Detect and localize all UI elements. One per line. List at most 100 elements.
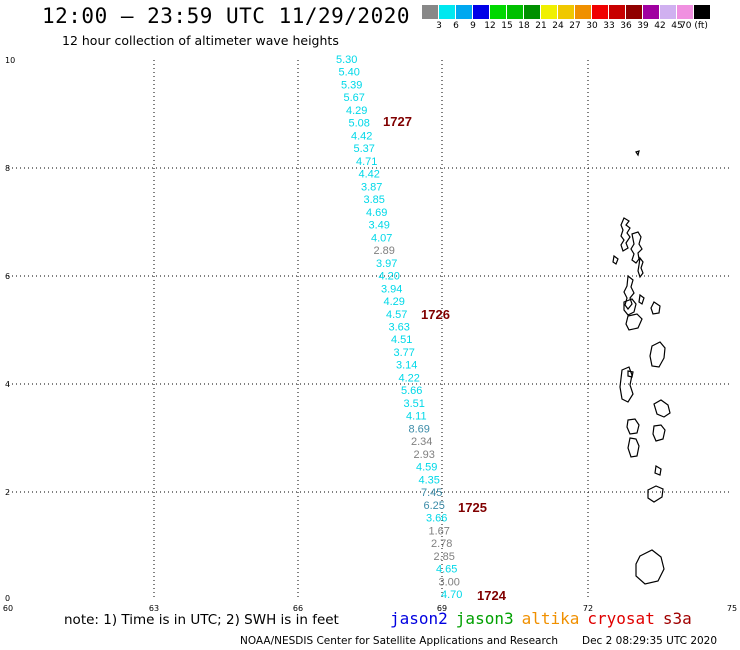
map-title: 12:00 – 23:59 UTC 11/29/2020 xyxy=(42,4,411,28)
axis-tick-labels: 60 63 66 69 72 75 0 2 4 6 8 10 xyxy=(3,56,737,613)
legend-swatch xyxy=(439,5,456,19)
wave-height-value: 2.78 xyxy=(431,538,452,550)
legend-swatch xyxy=(558,5,575,19)
wave-height-value: 7.45 xyxy=(421,487,442,499)
island-outline xyxy=(654,465,662,476)
wave-height-value: 5.39 xyxy=(341,79,362,91)
wave-height-value: 3.85 xyxy=(364,194,385,206)
wave-height-value: 4.51 xyxy=(391,334,412,346)
legend-swatch xyxy=(575,5,592,19)
wave-height-value: 4.42 xyxy=(359,169,380,181)
legend-label: 45 xyxy=(671,21,683,31)
island-outline xyxy=(637,256,644,279)
longitude-tick-label: 72 xyxy=(583,604,593,613)
legend-label: 33 xyxy=(603,21,615,31)
wave-height-value: 4.70 xyxy=(441,589,462,601)
legend-label: 70 (ft) xyxy=(680,21,708,31)
wave-height-value: 4.69 xyxy=(366,207,387,219)
island-outline xyxy=(635,549,665,585)
legend-label: 39 xyxy=(637,21,649,31)
island-outline xyxy=(623,298,637,316)
legend-label: 30 xyxy=(586,21,598,31)
legend-swatch xyxy=(422,5,439,19)
satellite-name: altika xyxy=(521,609,580,628)
wave-height-value: 3.97 xyxy=(376,258,397,270)
wave-height-value: 5.30 xyxy=(336,54,357,66)
wave-height-value: 2.89 xyxy=(374,245,395,257)
wave-height-value: 3.49 xyxy=(369,220,390,232)
island-outline xyxy=(627,370,634,378)
maldives-coastline xyxy=(612,150,671,585)
wave-height-value: 4.71 xyxy=(356,156,377,168)
revolution-number: 1726 xyxy=(421,307,450,322)
latitude-tick-label: 4 xyxy=(5,380,10,389)
revolution-number: 1724 xyxy=(477,588,507,603)
latitude-tick-label: 2 xyxy=(5,488,10,497)
wave-height-value: 6.25 xyxy=(424,500,445,512)
revolution-number: 1725 xyxy=(458,500,487,515)
island-outline xyxy=(625,313,643,331)
island-outline xyxy=(620,217,631,252)
island-outline xyxy=(653,399,671,418)
map-subtitle: 12 hour collection of altimeter wave hei… xyxy=(62,33,339,48)
longitude-tick-label: 63 xyxy=(149,604,159,613)
satellite-name: cryosat xyxy=(587,609,655,628)
island-outline xyxy=(635,150,640,157)
wave-height-value: 4.42 xyxy=(351,130,372,142)
legend-swatch xyxy=(626,5,643,19)
footnote: note: 1) Time is in UTC; 2) SWH is in fe… xyxy=(64,612,339,628)
latitude-tick-label: 10 xyxy=(5,56,15,65)
satellite-name: jason2 xyxy=(390,609,448,628)
island-outline xyxy=(623,274,635,310)
legend-label: 24 xyxy=(552,21,564,31)
island-outline xyxy=(647,485,664,503)
legend-swatch xyxy=(490,5,507,19)
grid-lines xyxy=(8,60,732,598)
legend-swatch xyxy=(592,5,609,19)
wave-height-value: 4.65 xyxy=(436,564,457,576)
legend-swatch xyxy=(456,5,473,19)
latitude-tick-label: 6 xyxy=(5,272,10,281)
longitude-tick-label: 75 xyxy=(727,604,737,613)
wave-height-value: 3.14 xyxy=(396,360,417,372)
longitude-tick-label: 60 xyxy=(3,604,13,613)
wave-height-value: 1.67 xyxy=(429,525,450,537)
legend-label: 27 xyxy=(569,21,581,31)
wave-height-value: 4.07 xyxy=(371,232,392,244)
satellite-name: s3a xyxy=(662,609,692,628)
wave-height-value: 5.40 xyxy=(339,67,360,79)
satellite-name: jason3 xyxy=(455,609,514,628)
longitude-tick-label: 69 xyxy=(437,604,447,613)
revolution-number: 1727 xyxy=(383,114,412,129)
wave-height-value: 4.59 xyxy=(416,462,437,474)
wave-height-value: 5.67 xyxy=(344,92,365,104)
wave-height-value: 3.00 xyxy=(439,576,460,588)
legend-label: 9 xyxy=(470,21,476,31)
legend-labels: 3 6 9 12 15 18 21 24 27 30 33 36 39 42 45 70 (ft) xyxy=(422,21,740,33)
latitude-tick-label: 0 xyxy=(5,594,10,603)
legend-label: 42 xyxy=(654,21,666,31)
legend-label: 18 xyxy=(518,21,530,31)
island-outline xyxy=(630,231,643,264)
legend-swatch xyxy=(507,5,524,19)
wave-height-value: 2.34 xyxy=(411,436,432,448)
island-outline xyxy=(649,341,666,368)
legend-swatch xyxy=(473,5,490,19)
legend-label: 15 xyxy=(501,21,513,31)
legend-label: 3 xyxy=(436,21,442,31)
legend-swatch xyxy=(677,5,694,19)
wave-height-value: 4.22 xyxy=(399,372,420,384)
wave-height-value: 3.87 xyxy=(361,181,382,193)
wave-height-value: 3.66 xyxy=(426,513,447,525)
credit-line: NOAA/NESDIS Center for Satellite Applica… xyxy=(240,635,558,647)
satellite-legend: jason2 jason3 altika cryosat s3a xyxy=(390,609,700,628)
wave-height-value: 2.85 xyxy=(434,551,455,563)
wave-height-value: 3.94 xyxy=(381,283,402,295)
legend-label: 12 xyxy=(484,21,496,31)
wave-height-value: 3.77 xyxy=(394,347,415,359)
island-outline xyxy=(619,366,634,403)
legend-swatch xyxy=(643,5,660,19)
legend-swatch xyxy=(660,5,677,19)
wave-height-value: 5.08 xyxy=(349,118,370,130)
